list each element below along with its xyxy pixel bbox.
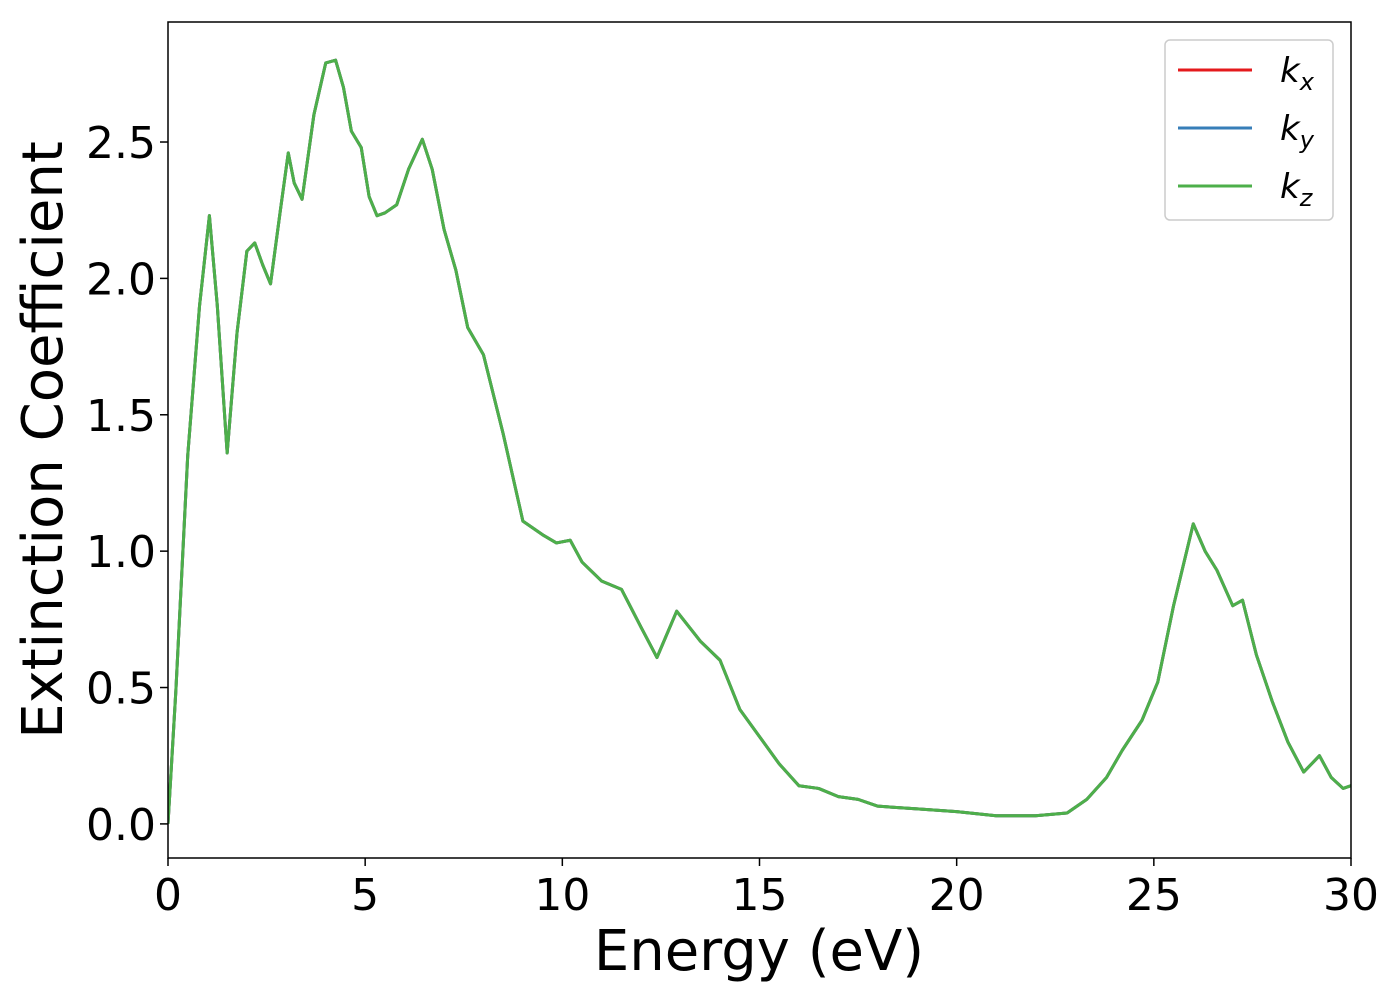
y-tick-label: 2.5 <box>86 118 156 169</box>
legend-label: ky <box>1280 109 1315 154</box>
plot-lines <box>168 58 1351 824</box>
y-tick-label: 2.0 <box>86 254 156 305</box>
x-axis-label: Energy (eV) <box>594 919 924 984</box>
x-tick-label: 25 <box>1126 870 1182 921</box>
y-tick-label: 1.0 <box>86 527 156 578</box>
x-tick-label: 20 <box>929 870 985 921</box>
legend-label: kz <box>1280 167 1314 212</box>
x-tick-label: 5 <box>351 870 379 921</box>
y-tick-label: 0.5 <box>86 664 156 715</box>
plot-frame <box>167 21 1352 859</box>
legend-box <box>1164 39 1334 221</box>
x-tick-label: 30 <box>1323 870 1379 921</box>
x-tick-label: 10 <box>534 870 590 921</box>
x-tick-label: 15 <box>732 870 788 921</box>
legend-label: kx <box>1280 51 1315 96</box>
y-tick-label: 1.5 <box>86 391 156 442</box>
data-line <box>168 58 1351 824</box>
y-axis-label: Extinction Coefficient <box>11 141 76 739</box>
y-tick-label: 0.0 <box>86 800 156 851</box>
x-tick-label: 0 <box>154 870 182 921</box>
